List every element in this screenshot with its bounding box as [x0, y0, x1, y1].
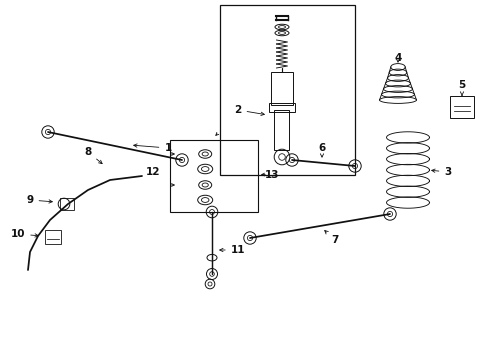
- Text: 7: 7: [325, 230, 339, 245]
- Bar: [60, 198, 74, 210]
- Text: 1: 1: [134, 143, 172, 153]
- Text: 4: 4: [394, 53, 402, 63]
- Bar: [450, 96, 474, 118]
- Text: 5: 5: [458, 80, 466, 96]
- Bar: [269, 103, 295, 112]
- Text: 11: 11: [220, 245, 245, 255]
- Bar: [271, 72, 293, 105]
- Text: 10: 10: [11, 229, 38, 239]
- Text: 8: 8: [84, 147, 102, 164]
- Bar: [220, 5, 355, 175]
- Bar: [45, 230, 61, 244]
- Text: 3: 3: [432, 167, 452, 177]
- Text: 9: 9: [26, 195, 52, 205]
- Text: 6: 6: [318, 143, 326, 157]
- Bar: [170, 140, 258, 212]
- Bar: [274, 110, 290, 150]
- Text: 13: 13: [265, 170, 279, 180]
- Text: 2: 2: [234, 105, 264, 116]
- Text: 12: 12: [146, 167, 160, 177]
